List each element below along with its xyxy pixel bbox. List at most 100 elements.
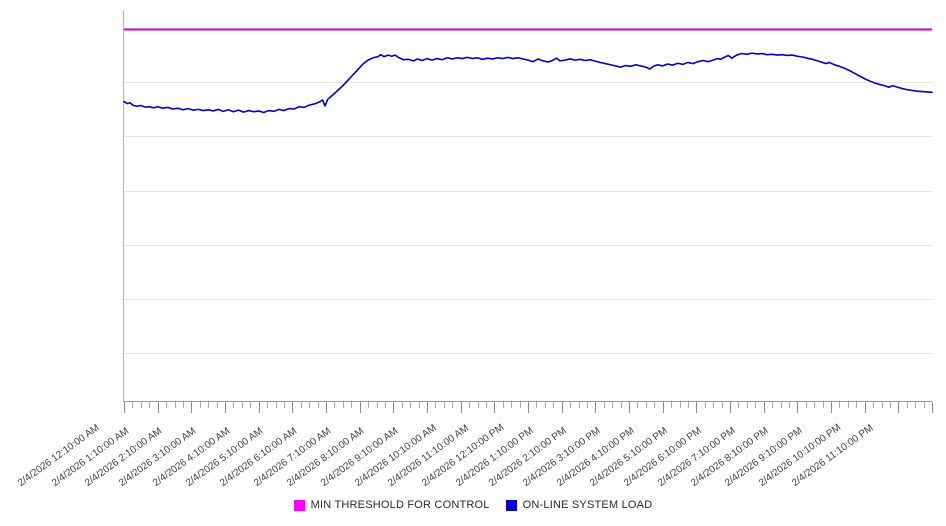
tick-minor — [671, 402, 673, 408]
tick-minor — [544, 402, 546, 408]
tick-major — [932, 402, 933, 413]
tick-major — [898, 402, 900, 413]
tick-minor — [452, 402, 454, 408]
tick-minor — [283, 402, 285, 408]
tick-major — [326, 402, 327, 413]
tick-minor — [536, 402, 538, 408]
tick-major — [292, 402, 294, 413]
tick-minor — [654, 402, 656, 408]
legend-item-1[interactable]: ON-LINE SYSTEM LOAD — [505, 499, 653, 511]
tick-major — [124, 402, 125, 413]
tick-minor — [241, 402, 243, 408]
tick-minor — [906, 402, 908, 408]
tick-minor — [578, 402, 580, 408]
tick-minor — [140, 402, 142, 408]
tick-major — [225, 402, 226, 413]
tick-minor — [839, 402, 841, 408]
gridline-2 — [124, 136, 932, 138]
legend-label: MIN THRESHOLD FOR CONTROL — [310, 499, 490, 511]
tick-minor — [368, 402, 370, 408]
plot-area — [123, 12, 933, 400]
tick-minor — [856, 402, 858, 408]
tick-minor — [309, 402, 311, 408]
legend-label: ON-LINE SYSTEM LOAD — [522, 499, 653, 511]
tick-minor — [746, 402, 748, 408]
tick-minor — [485, 402, 487, 408]
legend-item-0[interactable]: MIN THRESHOLD FOR CONTROL — [293, 499, 490, 511]
tick-minor — [182, 402, 184, 408]
series-container — [123, 28, 933, 114]
tick-minor — [586, 402, 588, 408]
tick-minor — [410, 402, 412, 408]
tick-minor — [721, 402, 723, 408]
tick-minor — [553, 402, 555, 408]
tick-major — [191, 402, 193, 413]
tick-major — [359, 402, 361, 413]
tick-minor — [233, 402, 235, 408]
x-axis — [124, 401, 933, 415]
gridline-5 — [124, 299, 932, 301]
tick-minor — [166, 402, 168, 408]
tick-minor — [317, 402, 319, 408]
tick-minor — [679, 402, 681, 408]
tick-minor — [788, 402, 790, 408]
legend-swatch-icon — [505, 499, 517, 511]
tick-minor — [881, 402, 883, 408]
tick-minor — [443, 402, 445, 408]
tick-minor — [704, 402, 706, 408]
tick-minor — [149, 402, 151, 408]
gridline-6 — [124, 353, 932, 355]
tick-minor — [889, 402, 891, 408]
tick-major — [393, 402, 395, 413]
tick-minor — [477, 402, 479, 408]
tick-major — [157, 402, 159, 413]
tick-minor — [822, 402, 824, 408]
tick-minor — [376, 402, 378, 408]
tick-major — [460, 402, 462, 413]
tick-major — [730, 402, 731, 413]
tick-minor — [275, 402, 277, 408]
tick-minor — [334, 402, 336, 408]
tick-minor — [174, 402, 176, 408]
tick-minor — [713, 402, 715, 408]
x-axis-labels: 2/4/2026 12:10:00 AM 2/4/2026 1:10:00 AM 2… — [0, 412, 946, 492]
tick-minor — [384, 402, 386, 408]
tick-major — [831, 402, 832, 413]
tick-major — [696, 402, 698, 413]
y-axis-line — [123, 10, 124, 402]
tick-major — [763, 402, 765, 413]
tick-minor — [267, 402, 269, 408]
chart-legend: MIN THRESHOLD FOR CONTROL ON-LINE SYSTEM … — [0, 494, 946, 516]
tick-minor — [847, 402, 849, 408]
tick-major — [427, 402, 428, 413]
tick-minor — [687, 402, 689, 408]
tick-minor — [814, 402, 816, 408]
tick-major — [629, 402, 630, 413]
tick-major — [258, 402, 260, 413]
tick-minor — [738, 402, 740, 408]
tick-minor — [805, 402, 807, 408]
tick-minor — [511, 402, 513, 408]
tick-minor — [873, 402, 875, 408]
tick-minor — [418, 402, 420, 408]
x-axis-line — [124, 401, 932, 402]
tick-major — [494, 402, 496, 413]
tick-major — [528, 402, 529, 413]
tick-minor — [342, 402, 344, 408]
tick-minor — [915, 402, 917, 408]
tick-minor — [603, 402, 605, 408]
gridline-0 — [124, 27, 932, 29]
tick-minor — [132, 402, 134, 408]
tick-minor — [570, 402, 572, 408]
tick-minor — [645, 402, 647, 408]
tick-minor — [620, 402, 622, 408]
gridline-4 — [124, 244, 932, 246]
tick-minor — [199, 402, 201, 408]
tick-minor — [300, 402, 302, 408]
tick-minor — [216, 402, 218, 408]
tick-minor — [612, 402, 614, 408]
gridline-1 — [124, 81, 932, 83]
tick-minor — [435, 402, 437, 408]
tick-major — [797, 402, 799, 413]
